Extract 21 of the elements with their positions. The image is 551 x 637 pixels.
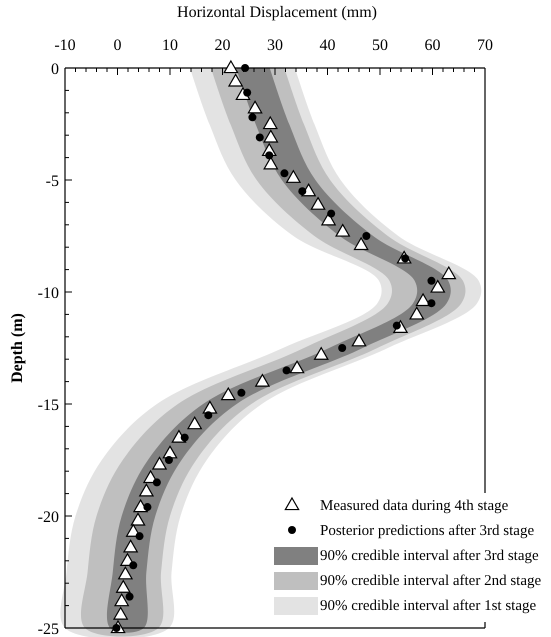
y-tick-label: -5 — [46, 173, 59, 190]
x-tick-label: 0 — [114, 37, 122, 54]
legend-label: 90% credible interval after 1st stage — [320, 598, 536, 614]
x-tick-label: 10 — [162, 37, 178, 54]
y-tick-label: -25 — [38, 621, 59, 637]
y-tick-label: 0 — [51, 61, 59, 78]
y-axis-title: Depth (m) — [9, 313, 26, 383]
legend-label: 90% credible interval after 3rd stage — [320, 548, 539, 564]
y-tick-label: -10 — [38, 285, 59, 302]
x-tick-label: 30 — [267, 37, 283, 54]
y-tick-label: -15 — [38, 397, 59, 414]
x-tick-label: 70 — [477, 37, 493, 54]
x-tick-label: 60 — [424, 37, 440, 54]
legend-label: Measured data during 4th stage — [320, 498, 509, 514]
x-tick-label: 40 — [320, 37, 336, 54]
legend-label: Posterior predictions after 3rd stage — [320, 523, 534, 539]
x-tick-label: 20 — [214, 37, 230, 54]
y-tick-label: -20 — [38, 509, 59, 526]
legend-label: 90% credible interval after 2nd stage — [320, 573, 542, 589]
x-axis-title: Horizontal Displacement (mm) — [177, 4, 377, 21]
x-tick-label: 50 — [372, 37, 388, 54]
